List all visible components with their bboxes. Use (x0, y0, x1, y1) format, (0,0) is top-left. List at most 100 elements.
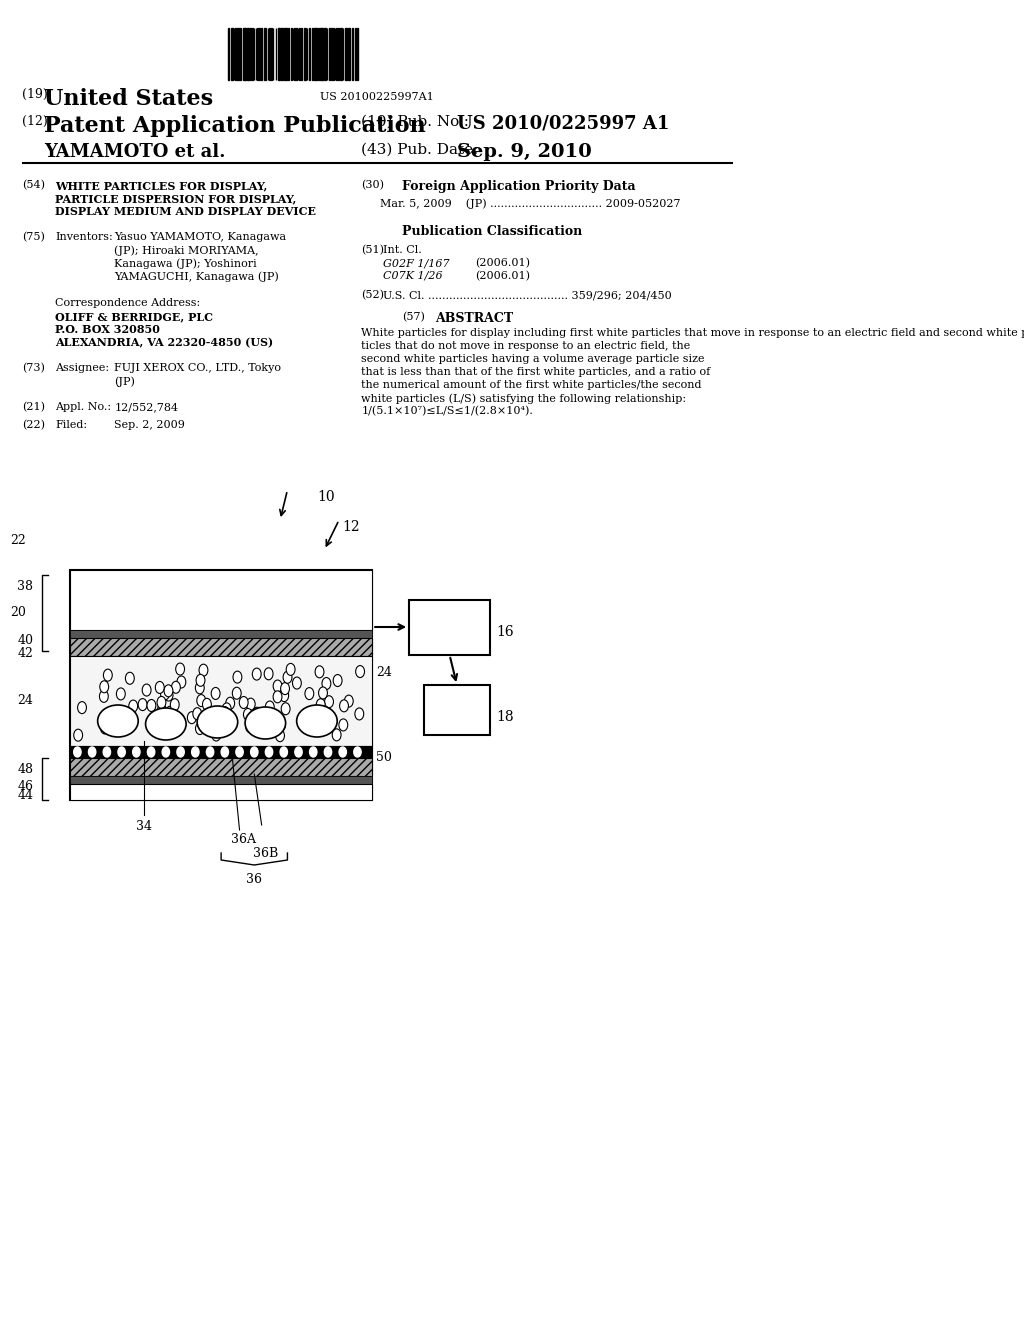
Text: (JP): (JP) (115, 376, 135, 387)
Circle shape (282, 702, 290, 714)
Circle shape (340, 700, 348, 711)
Text: Sep. 2, 2009: Sep. 2, 2009 (115, 420, 185, 430)
Circle shape (164, 685, 173, 697)
Text: 42: 42 (17, 647, 33, 660)
Text: PARTICLE DISPERSION FOR DISPLAY,: PARTICLE DISPERSION FOR DISPLAY, (55, 193, 297, 205)
Text: 24: 24 (17, 694, 33, 708)
Bar (70, 784, 372, 800)
Circle shape (332, 729, 341, 741)
Bar (70, 570, 372, 630)
Circle shape (253, 710, 262, 722)
Circle shape (325, 747, 332, 756)
Text: 20: 20 (10, 606, 26, 619)
Text: (57): (57) (401, 312, 425, 322)
Text: 40: 40 (17, 634, 33, 647)
Text: white particles (L/S) satisfying the following relationship:: white particles (L/S) satisfying the fol… (361, 393, 686, 404)
Text: Int. Cl.: Int. Cl. (383, 246, 422, 255)
Circle shape (252, 668, 261, 680)
Text: C07K 1/26: C07K 1/26 (383, 271, 443, 281)
Circle shape (293, 677, 301, 689)
Circle shape (117, 688, 125, 700)
Circle shape (255, 719, 264, 731)
Text: WHITE PARTICLES FOR DISPLAY,: WHITE PARTICLES FOR DISPLAY, (55, 180, 267, 191)
Ellipse shape (97, 705, 138, 737)
Circle shape (353, 747, 361, 756)
Text: (73): (73) (23, 363, 45, 374)
Text: Mar. 5, 2009    (JP) ................................ 2009-052027: Mar. 5, 2009 (JP) ......................… (380, 198, 680, 209)
Circle shape (264, 722, 273, 734)
Text: (51): (51) (361, 246, 384, 255)
Circle shape (103, 747, 111, 756)
Text: G02F 1/167: G02F 1/167 (383, 257, 450, 268)
Circle shape (211, 688, 220, 700)
Circle shape (222, 704, 231, 715)
Circle shape (199, 664, 208, 676)
Text: OLIFF & BERRIDGE, PLC: OLIFF & BERRIDGE, PLC (55, 312, 213, 322)
Circle shape (287, 664, 295, 676)
Text: 24: 24 (376, 667, 392, 678)
Text: ALEXANDRIA, VA 22320-4850 (US): ALEXANDRIA, VA 22320-4850 (US) (55, 337, 273, 348)
Circle shape (233, 671, 242, 684)
Circle shape (165, 709, 173, 721)
Circle shape (175, 713, 184, 726)
Bar (231, 28, 232, 81)
Circle shape (203, 698, 211, 710)
Circle shape (240, 697, 248, 709)
Bar (409, 601, 490, 655)
Circle shape (172, 711, 180, 723)
Bar (70, 570, 372, 800)
Circle shape (133, 747, 140, 756)
Circle shape (309, 747, 316, 756)
Text: 44: 44 (17, 789, 33, 803)
Bar (259, 28, 260, 81)
Text: (2006.01): (2006.01) (475, 257, 530, 268)
Bar (354, 28, 356, 81)
Text: Foreign Application Priority Data: Foreign Application Priority Data (401, 180, 635, 193)
Bar (331, 28, 333, 81)
Ellipse shape (297, 705, 337, 737)
Circle shape (196, 722, 205, 734)
Circle shape (220, 706, 229, 718)
Text: 36B: 36B (253, 847, 278, 861)
Circle shape (212, 729, 220, 741)
Text: 48: 48 (17, 763, 33, 776)
Circle shape (325, 696, 334, 708)
Bar (311, 28, 313, 81)
Circle shape (225, 697, 234, 709)
Circle shape (147, 747, 155, 756)
Text: 1/(5.1×10⁷)≤L/S≤1/(2.8×10⁴).: 1/(5.1×10⁷)≤L/S≤1/(2.8×10⁴). (361, 407, 534, 416)
Text: US 20100225997A1: US 20100225997A1 (321, 92, 434, 102)
Circle shape (122, 718, 131, 730)
Text: Patent Application Publication: Patent Application Publication (44, 115, 426, 137)
Circle shape (196, 675, 205, 686)
Text: (43) Pub. Date:: (43) Pub. Date: (361, 143, 478, 157)
Text: 16: 16 (496, 624, 514, 639)
Bar (238, 28, 239, 81)
Circle shape (273, 680, 282, 692)
Circle shape (251, 747, 258, 756)
Text: (2006.01): (2006.01) (475, 271, 530, 281)
Circle shape (176, 663, 184, 675)
Bar (70, 630, 372, 638)
Circle shape (205, 713, 213, 725)
Bar (315, 28, 316, 81)
Circle shape (129, 700, 137, 711)
Bar (281, 28, 283, 81)
Circle shape (232, 688, 242, 700)
Bar (340, 28, 342, 81)
Text: YAMAMOTO et al.: YAMAMOTO et al. (44, 143, 225, 161)
Text: Correspondence Address:: Correspondence Address: (55, 298, 201, 308)
Text: ticles that do not move in response to an electric field, the: ticles that do not move in response to a… (361, 341, 690, 351)
Circle shape (318, 686, 328, 698)
Text: White particles for display including first white particles that move in respons: White particles for display including fi… (361, 327, 1024, 338)
Text: Publication Classification: Publication Classification (401, 224, 582, 238)
Bar (269, 28, 270, 81)
Text: second white particles having a volume average particle size: second white particles having a volume a… (361, 354, 705, 364)
Text: 22: 22 (10, 535, 26, 548)
Text: (54): (54) (23, 180, 45, 190)
Circle shape (171, 681, 180, 693)
Circle shape (246, 721, 255, 733)
Circle shape (339, 719, 348, 731)
Bar (348, 28, 350, 81)
Bar (322, 28, 323, 81)
